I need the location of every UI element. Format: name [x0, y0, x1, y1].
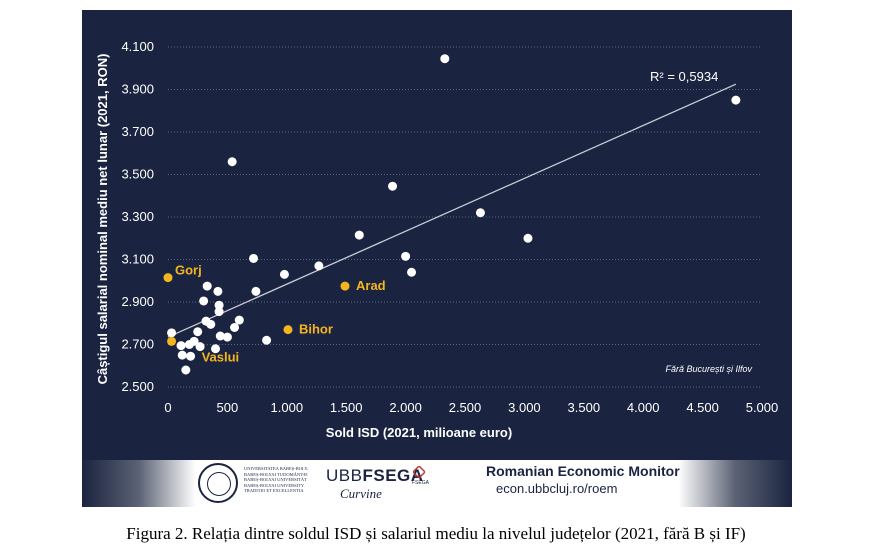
- data-point: [731, 95, 741, 105]
- county-label: Gorj: [175, 263, 202, 278]
- trendline: [167, 83, 737, 338]
- data-point: [407, 267, 417, 277]
- x-tick-label: 1.500: [330, 400, 363, 415]
- footer-band: [82, 460, 792, 507]
- data-point: [227, 157, 237, 167]
- data-point: [186, 351, 196, 361]
- figure-caption: Figura 2. Relația dintre soldul ISD și s…: [126, 524, 746, 543]
- data-point: [184, 340, 194, 349]
- data-point: [176, 341, 186, 351]
- x-tick-label: 0: [164, 400, 171, 415]
- data-point: [523, 233, 533, 243]
- data-point: [251, 286, 261, 296]
- x-tick-label: 500: [217, 400, 239, 415]
- data-point: [388, 181, 398, 191]
- data-point: [475, 208, 485, 218]
- r-squared-label: R² = 0,5934: [650, 69, 718, 84]
- university-line: BABEȘ-BOLYAI TUDOMÁNYEGYETEM: [244, 471, 308, 477]
- data-point: [167, 328, 177, 338]
- x-tick-label: 5.000: [746, 400, 779, 415]
- x-tick-label: 4.500: [686, 400, 719, 415]
- university-line: TRADITIO ET EXCELLENTIA: [244, 488, 304, 493]
- y-axis-title: Câștigul salarial nominal mediu net luna…: [95, 54, 110, 385]
- data-point: [262, 335, 272, 345]
- highlighted-point: [340, 281, 350, 291]
- data-point: [215, 331, 225, 341]
- data-point: [222, 332, 232, 342]
- data-point: [214, 300, 224, 310]
- highlighted-point: [167, 336, 177, 346]
- fsega-small-label: FSEGA: [412, 480, 429, 486]
- x-tick-label: 4.000: [627, 400, 660, 415]
- x-tick-label: 1.000: [271, 400, 304, 415]
- fsega-mark-icon: [413, 466, 425, 478]
- data-point: [279, 269, 289, 279]
- y-tick-label: 3.900: [121, 82, 154, 97]
- y-tick-label: 3.300: [121, 209, 154, 224]
- x-tick-label: 2.000: [389, 400, 422, 415]
- y-tick-label: 3.100: [121, 252, 154, 267]
- x-axis-title: Sold ISD (2021, milioane euro): [326, 425, 512, 440]
- monitor-title: Romanian Economic Monitor: [486, 463, 680, 479]
- data-point: [181, 365, 191, 375]
- data-point: [206, 319, 216, 329]
- data-point: [213, 286, 223, 296]
- data-point: [230, 323, 240, 332]
- scatter-chart: 2.500 2.700 2.900 3.100 3.300 3.500 3.700 3.900…: [95, 39, 779, 440]
- x-tick-label: 3.500: [568, 400, 601, 415]
- university-line: BABEȘ-BOLYAI UNIVERSITÄT: [244, 477, 307, 482]
- highlighted-point: [163, 273, 173, 283]
- university-line: BABEȘ-BOLYAI UNIVERSITY: [244, 482, 305, 488]
- data-point: [195, 342, 205, 352]
- data-point: [401, 251, 411, 261]
- university-seal-icon: [198, 463, 238, 503]
- university-line: UNIVERSITATEA BABEȘ-BOLYAI: [244, 466, 308, 471]
- ubb-label: UBB: [326, 466, 363, 485]
- x-tick-label: 2.500: [449, 400, 482, 415]
- fsega-label: FSEGA: [362, 466, 424, 485]
- signature: Curvine: [340, 486, 382, 501]
- data-point: [199, 296, 209, 306]
- highlighted-point: [283, 325, 293, 335]
- data-point: [214, 307, 224, 317]
- data-point: [314, 261, 324, 271]
- ubb-fsega-logo: UBBFSEGA: [326, 466, 424, 486]
- data-point: [202, 281, 212, 291]
- chart-panel: [82, 10, 792, 460]
- data-point: [249, 253, 259, 263]
- data-point: [193, 327, 203, 337]
- y-tick-label: 2.500: [121, 379, 154, 394]
- county-label: Arad: [356, 278, 386, 293]
- y-tick-label: 3.700: [121, 124, 154, 139]
- y-tick-label: 3.500: [121, 167, 154, 182]
- data-point: [211, 344, 221, 354]
- university-name-block: UNIVERSITATEA BABEȘ-BOLYAI BABEȘ-BOLYAI …: [244, 466, 308, 494]
- y-tick-label: 4.100: [121, 39, 154, 54]
- monitor-url[interactable]: econ.ubbcluj.ro/roem: [496, 481, 618, 496]
- chart-note: Fără București și Ilfov: [665, 364, 752, 374]
- county-label: Vaslui: [202, 349, 240, 364]
- x-tick-label: 3.000: [508, 400, 541, 415]
- data-point: [234, 315, 244, 325]
- y-tick-label: 2.700: [121, 337, 154, 352]
- data-point: [177, 350, 187, 360]
- county-label: Bihor: [299, 322, 333, 337]
- data-point: [440, 54, 450, 64]
- y-tick-label: 2.900: [121, 294, 154, 309]
- data-point: [354, 230, 364, 240]
